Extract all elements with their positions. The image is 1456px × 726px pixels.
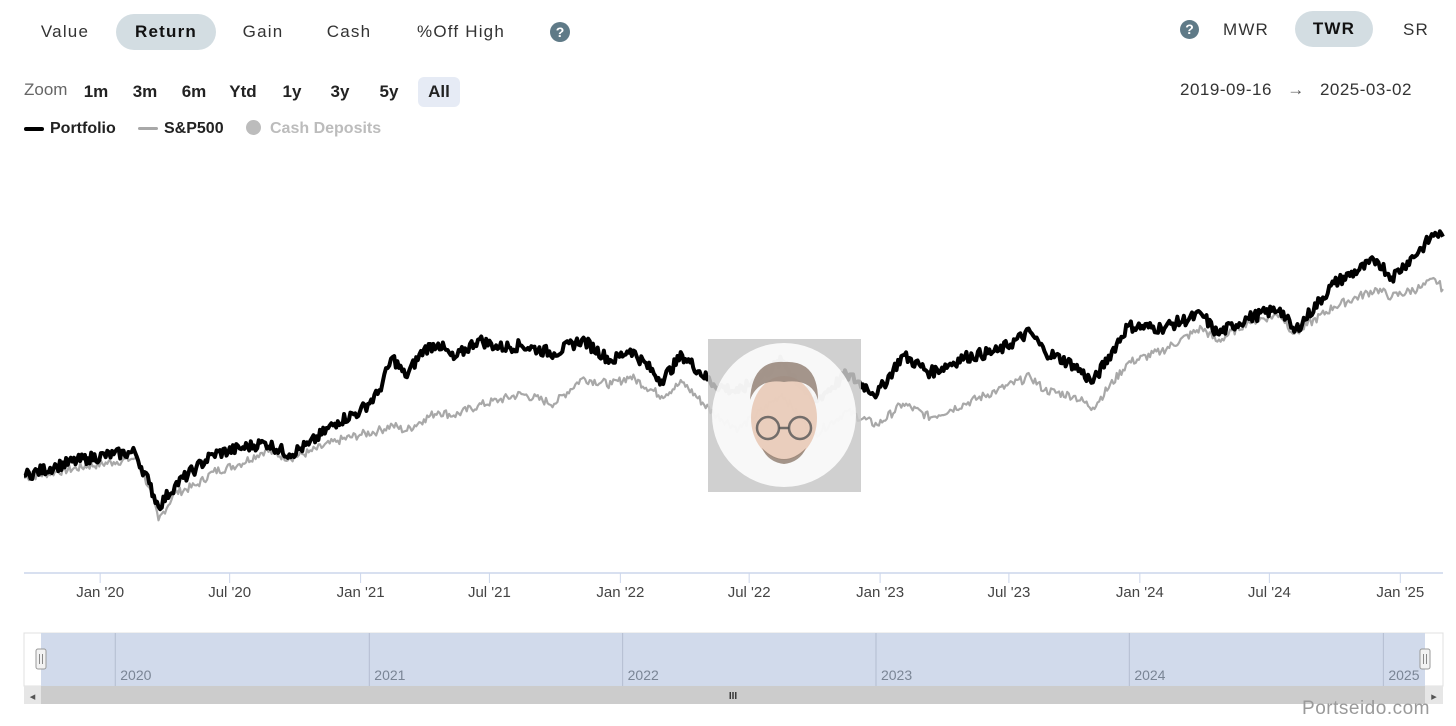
legend-cash-deposits-dot-icon <box>246 120 261 135</box>
x-tick-label: Jan '24 <box>1116 584 1164 601</box>
help-icon-method[interactable]: ? <box>1180 20 1199 39</box>
zoom-1y[interactable]: 1y <box>282 82 302 101</box>
zoom-5y[interactable]: 5y <box>379 82 399 101</box>
method-sr[interactable]: SR <box>1390 12 1442 48</box>
navigator-year-label: 2021 <box>374 667 405 683</box>
legend-sp500-label: S&P500 <box>164 120 224 137</box>
legend-portfolio-line-icon <box>24 126 44 131</box>
zoom-3y[interactable]: 3y <box>330 82 350 101</box>
navigator-year-label: 2020 <box>120 667 151 683</box>
x-tick-label: Jan '20 <box>76 584 124 601</box>
date-from[interactable]: 2019-09-16 <box>1180 80 1272 99</box>
zoom-all[interactable]: All <box>418 77 460 107</box>
x-tick-label: Jul '20 <box>208 584 251 601</box>
method-twr-label: TWR <box>1312 19 1356 38</box>
method-mwr[interactable]: MWR <box>1214 12 1278 48</box>
method-twr[interactable]: TWR <box>1295 11 1373 47</box>
x-tick-label: Jan '22 <box>596 584 644 601</box>
x-tick-label: Jul '24 <box>1248 584 1291 601</box>
navigator-right-handle[interactable] <box>1419 648 1431 670</box>
help-icon[interactable]: ? <box>550 22 570 42</box>
zoom-3m[interactable]: 3m <box>132 82 158 101</box>
legend-sp500-line-icon <box>138 127 158 131</box>
tab-value-label: Value <box>40 22 90 41</box>
x-tick-label: Jul '23 <box>987 584 1030 601</box>
tab-gain[interactable]: Gain <box>226 14 300 50</box>
legend-cash-deposits[interactable]: Cash Deposits <box>246 120 381 138</box>
zoom-6m[interactable]: 6m <box>181 82 207 101</box>
navigator-year-label: 2024 <box>1134 667 1165 683</box>
scroll-right-button[interactable] <box>1425 686 1443 704</box>
tab-return[interactable]: Return <box>116 14 216 50</box>
tab-value[interactable]: Value <box>24 14 106 50</box>
zoom-label: Zoom <box>24 80 68 99</box>
scrollbar-grip-icon: III <box>729 691 738 702</box>
tab-off-high[interactable]: %Off High <box>398 14 524 50</box>
tab-off-high-label: %Off High <box>417 22 505 41</box>
legend-portfolio-label: Portfolio <box>50 120 116 137</box>
method-mwr-label: MWR <box>1222 20 1270 39</box>
legend-sp500[interactable]: S&P500 <box>138 120 224 138</box>
legend-portfolio[interactable]: Portfolio <box>24 120 116 138</box>
avatar-overlay <box>708 339 861 492</box>
navigator-year-label: 2023 <box>881 667 912 683</box>
scroll-left-arrow-icon: ◂ <box>30 691 36 703</box>
x-axis-ticks: Jan '20 Jul '20 Jan '21 Jul '21 Jan '22 Jul '… <box>76 573 1424 601</box>
scroll-left-button[interactable] <box>24 686 41 704</box>
x-tick-label: Jan '23 <box>856 584 904 601</box>
navigator-year-label: 2022 <box>628 667 659 683</box>
date-range: 2019-09-16 → 2025-03-02 <box>1180 80 1412 100</box>
tab-cash[interactable]: Cash <box>310 14 388 50</box>
tab-cash-label: Cash <box>326 22 372 41</box>
scroll-right-arrow-icon: ▸ <box>1431 691 1437 703</box>
x-tick-label: Jan '21 <box>337 584 385 601</box>
date-to[interactable]: 2025-03-02 <box>1319 80 1412 99</box>
scrollbar-thumb[interactable] <box>41 686 1425 704</box>
watermark: Portseido.com <box>1302 698 1430 719</box>
tab-return-label: Return <box>135 22 197 41</box>
x-tick-label: Jul '21 <box>468 584 511 601</box>
navigator-year-label: 2025 <box>1388 667 1419 683</box>
zoom-1m[interactable]: 1m <box>83 82 109 101</box>
x-tick-label: Jul '22 <box>728 584 771 601</box>
date-arrow: → <box>1287 80 1305 99</box>
method-sr-label: SR <box>1402 20 1430 39</box>
legend-cash-deposits-label: Cash Deposits <box>270 120 382 137</box>
tab-gain-label: Gain <box>242 22 284 41</box>
x-tick-label: Jan '25 <box>1376 584 1424 601</box>
navigator-left-handle[interactable] <box>35 648 47 670</box>
zoom-ytd[interactable]: Ytd <box>229 82 257 101</box>
navigator-year-grid: 2020 2021 2022 2023 2024 2025 <box>114 633 1420 686</box>
navigator-selection[interactable] <box>41 633 1425 686</box>
